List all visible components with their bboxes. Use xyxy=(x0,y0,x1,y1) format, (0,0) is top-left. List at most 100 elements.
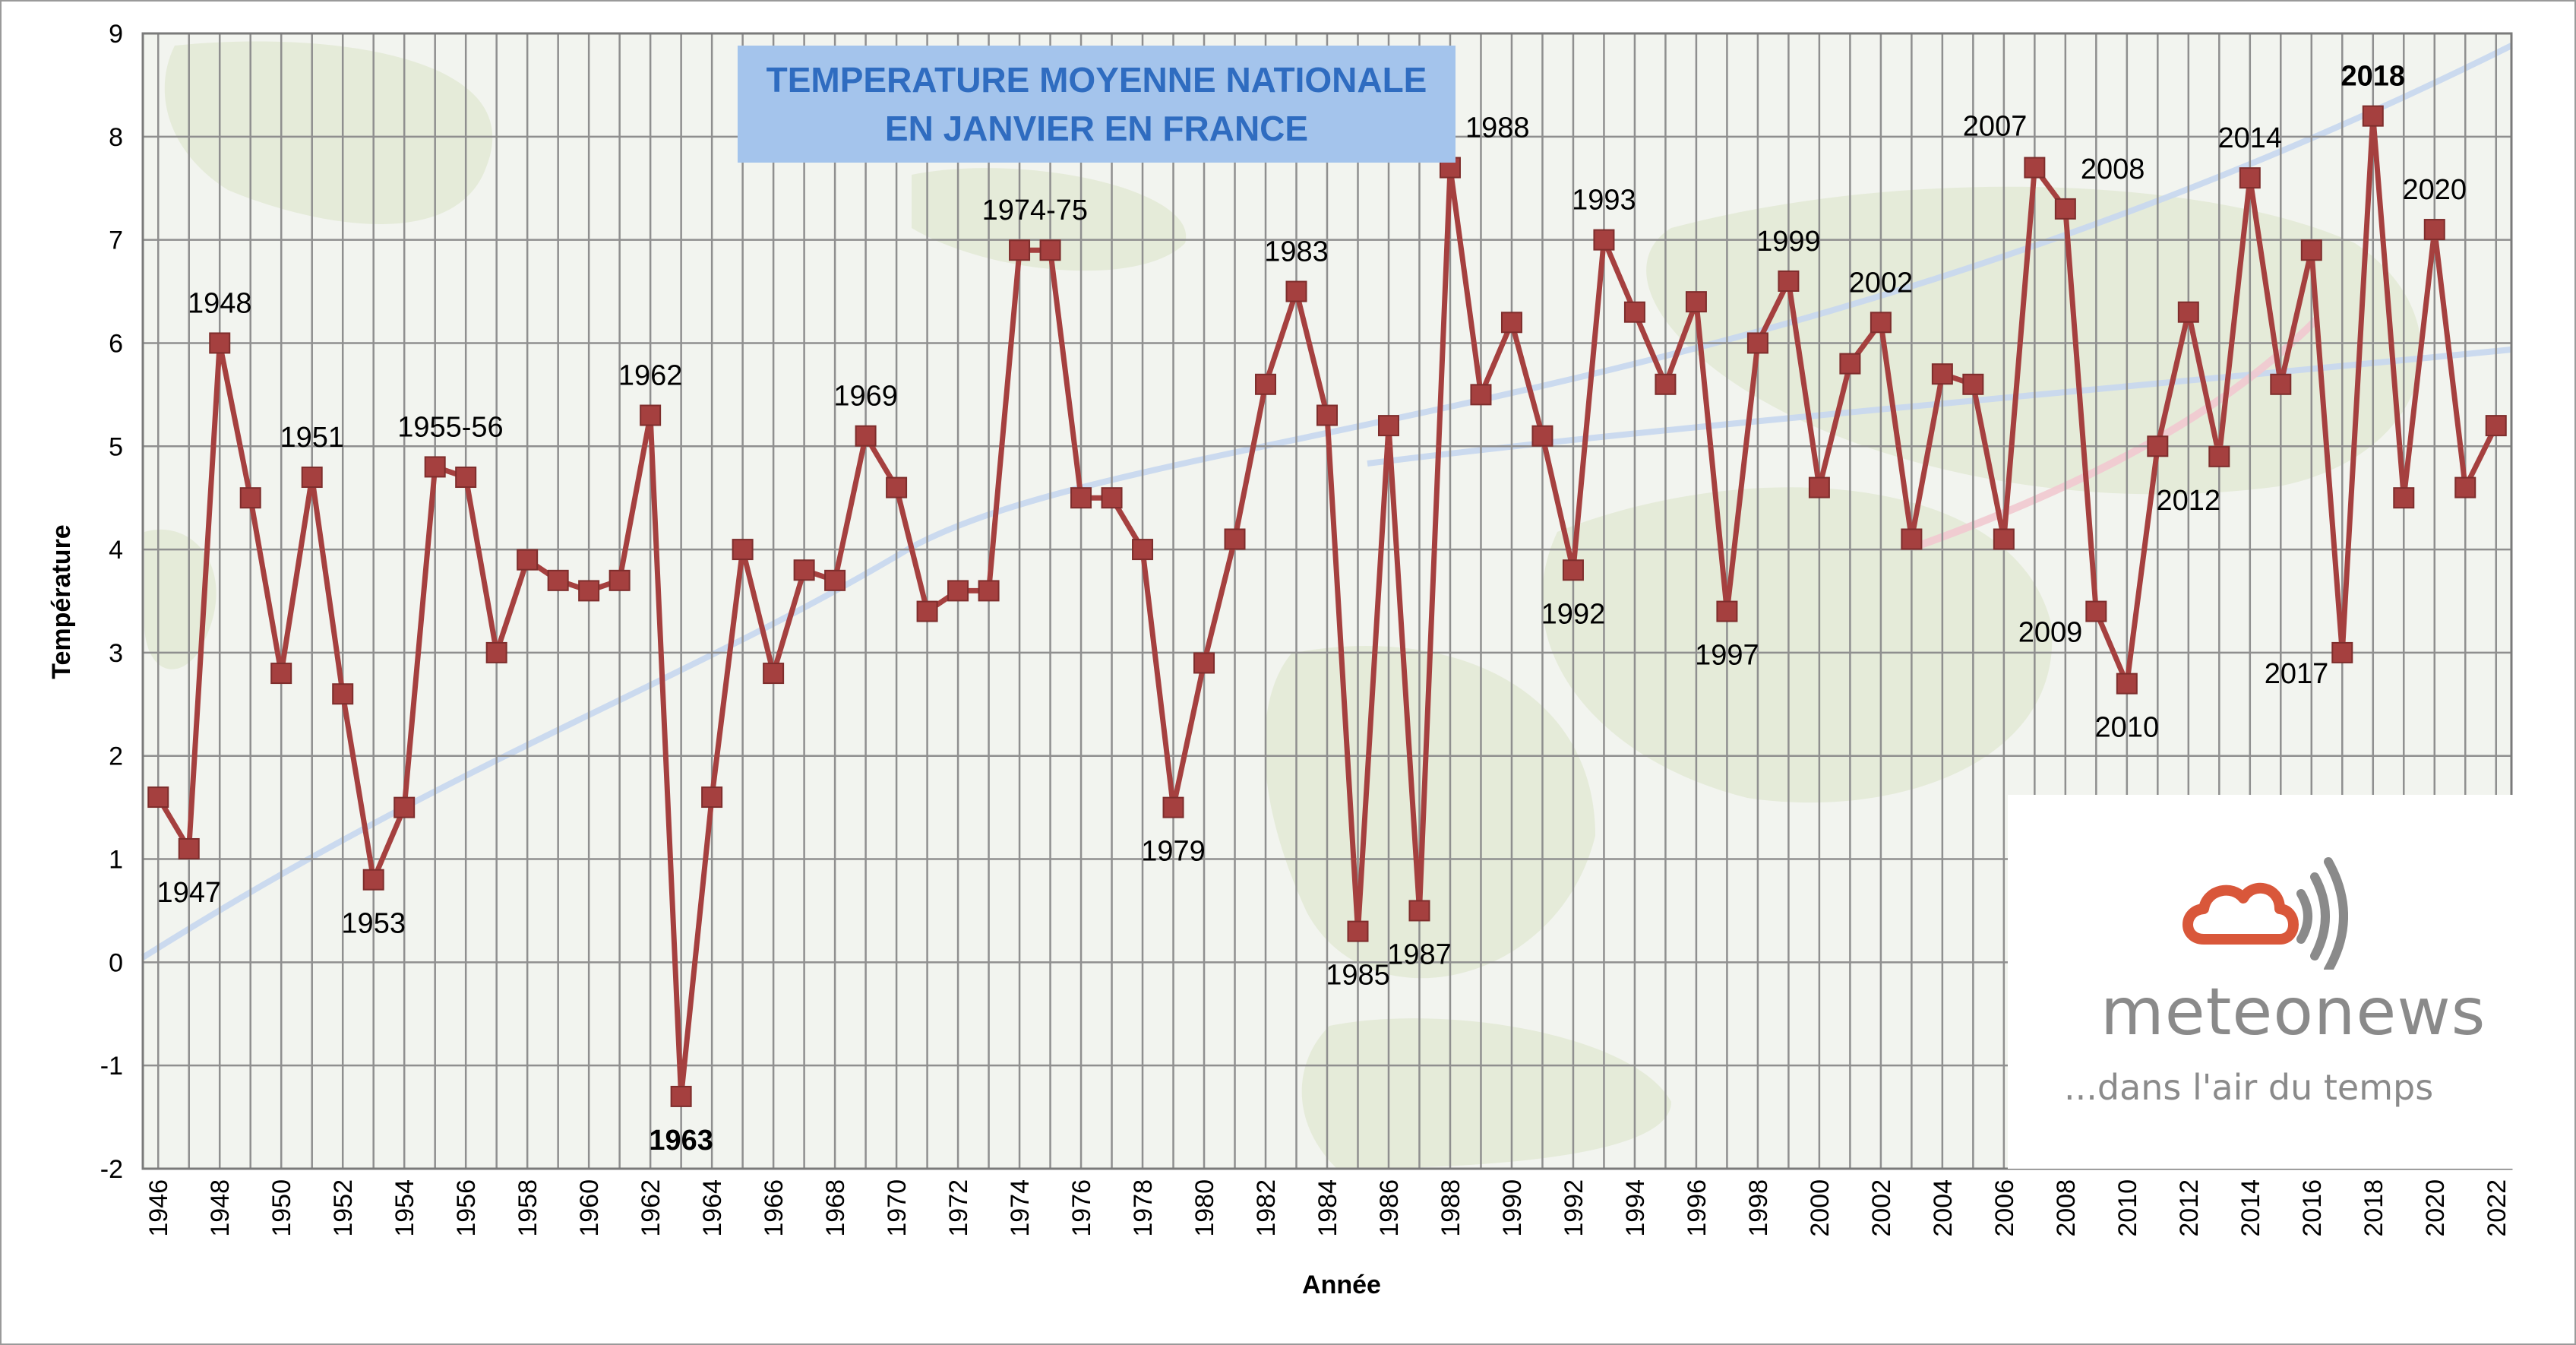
annotation-label: 2009 xyxy=(2018,617,2083,649)
x-tick-label: 2014 xyxy=(2236,1179,2265,1237)
data-point xyxy=(2300,239,2322,261)
x-tick-label: 2012 xyxy=(2175,1179,2204,1237)
data-point xyxy=(1101,487,1123,509)
x-tick-label: 1950 xyxy=(267,1179,296,1237)
x-tick-label: 1996 xyxy=(1683,1179,1712,1237)
x-tick-label: 1956 xyxy=(452,1179,481,1237)
y-tick-label: 8 xyxy=(109,123,123,152)
annotation-label: 2018 xyxy=(2341,61,2406,93)
data-point xyxy=(2423,219,2445,241)
data-point xyxy=(1993,528,2015,550)
x-tick-label: 1972 xyxy=(944,1179,973,1237)
annotation-label: 1979 xyxy=(1141,836,1206,868)
data-point xyxy=(1623,301,1645,323)
data-point xyxy=(2116,672,2138,695)
annotation-label: 1974-75 xyxy=(982,195,1088,226)
logo-tagline: ...dans l'air du temps xyxy=(2064,1067,2434,1108)
data-point xyxy=(2454,476,2476,498)
data-point xyxy=(1316,404,1338,426)
background-front-line xyxy=(141,43,2513,960)
data-point xyxy=(1778,270,1800,292)
x-tick-label: 1952 xyxy=(329,1179,358,1237)
annotation-label: 2017 xyxy=(2265,658,2329,690)
data-point xyxy=(670,1085,692,1107)
data-point xyxy=(239,487,261,509)
data-point xyxy=(793,559,815,581)
data-point xyxy=(1500,312,1522,334)
x-tick-label: 1960 xyxy=(575,1179,604,1237)
data-point xyxy=(1839,353,1861,375)
data-point xyxy=(394,796,416,818)
data-point xyxy=(947,580,969,602)
y-tick-label: 2 xyxy=(109,742,123,771)
data-point xyxy=(332,683,354,705)
x-tick-label: 1986 xyxy=(1375,1179,1404,1237)
y-tick-label: 0 xyxy=(109,948,123,977)
data-point xyxy=(701,786,723,809)
x-tick-label: 1998 xyxy=(1744,1179,1773,1237)
data-point xyxy=(1746,332,1768,354)
annotation-label: 1985 xyxy=(1326,960,1390,992)
x-tick-labels: 1946 1948 1950 1952 1954 1956 1958 1960 1962 1964… xyxy=(144,1179,2511,1237)
x-tick-label: 2020 xyxy=(2421,1179,2450,1237)
annotation-label: 1955-56 xyxy=(397,411,503,443)
data-point xyxy=(1070,487,1092,509)
data-point xyxy=(640,404,662,426)
x-tick-label: 1978 xyxy=(1129,1179,1158,1237)
data-point xyxy=(178,837,200,859)
x-tick-label: 2022 xyxy=(2483,1179,2511,1237)
data-point xyxy=(1162,796,1184,818)
logo-name: meteonews xyxy=(2100,974,2486,1050)
annotation-label: 1997 xyxy=(1695,640,1759,672)
data-point xyxy=(517,549,539,571)
y-tick-label: 7 xyxy=(109,226,123,255)
x-tick-label: 1982 xyxy=(1252,1179,1281,1237)
x-tick-label: 1964 xyxy=(698,1179,727,1237)
data-point xyxy=(147,786,169,809)
data-point xyxy=(608,569,631,591)
data-point xyxy=(886,476,908,498)
background-land-1 xyxy=(912,168,1187,271)
background-land-3 xyxy=(1541,487,2053,803)
x-tick-label: 1946 xyxy=(144,1179,173,1237)
annotation-label: 2008 xyxy=(2081,153,2145,185)
x-tick-label: 1990 xyxy=(1498,1179,1527,1237)
data-point xyxy=(1716,600,1738,622)
data-point xyxy=(1901,528,1923,550)
series-temperature xyxy=(147,105,2507,1107)
data-point xyxy=(763,663,785,685)
data-point xyxy=(978,580,1000,602)
data-point xyxy=(578,580,600,602)
background-land-5 xyxy=(1301,1018,1671,1169)
data-point xyxy=(1347,920,1369,942)
data-point xyxy=(1132,539,1154,561)
data-point xyxy=(916,600,938,622)
chart-title-line-2: EN JANVIER EN FRANCE xyxy=(884,109,1309,148)
y-tick-labels: -2 -1 0 1 2 3 4 5 6 7 8 9 xyxy=(100,20,123,1184)
x-tick-label: 1970 xyxy=(883,1179,912,1237)
year-annotations: 1947 1948 1951 1953 1955-56 1962 1963 1969 1974-… xyxy=(156,61,2467,1157)
data-point xyxy=(485,641,507,663)
y-tick-label: -2 xyxy=(100,1155,123,1184)
annotation-label: 1969 xyxy=(833,381,898,413)
data-point xyxy=(547,569,569,591)
x-tick-label: 1992 xyxy=(1560,1179,1588,1237)
cloud-signal-icon xyxy=(2182,857,2348,970)
y-tick-label: 4 xyxy=(109,536,123,565)
x-tick-label: 1962 xyxy=(637,1179,665,1237)
data-point xyxy=(824,569,846,591)
x-tick-label: 2010 xyxy=(2113,1179,2142,1237)
x-tick-label: 1976 xyxy=(1067,1179,1096,1237)
data-point xyxy=(1377,415,1399,437)
x-tick-label: 1966 xyxy=(760,1179,789,1237)
annotation-label: 1993 xyxy=(1572,185,1636,217)
x-tick-label: 1954 xyxy=(390,1179,419,1237)
background-land-0 xyxy=(164,41,493,224)
annotation-label: 1963 xyxy=(649,1125,713,1157)
data-point xyxy=(270,663,292,685)
annotation-label: 1992 xyxy=(1541,598,1606,630)
data-point xyxy=(2024,157,2046,179)
annotation-label: 1947 xyxy=(156,877,221,909)
x-tick-label: 1994 xyxy=(1621,1179,1650,1237)
